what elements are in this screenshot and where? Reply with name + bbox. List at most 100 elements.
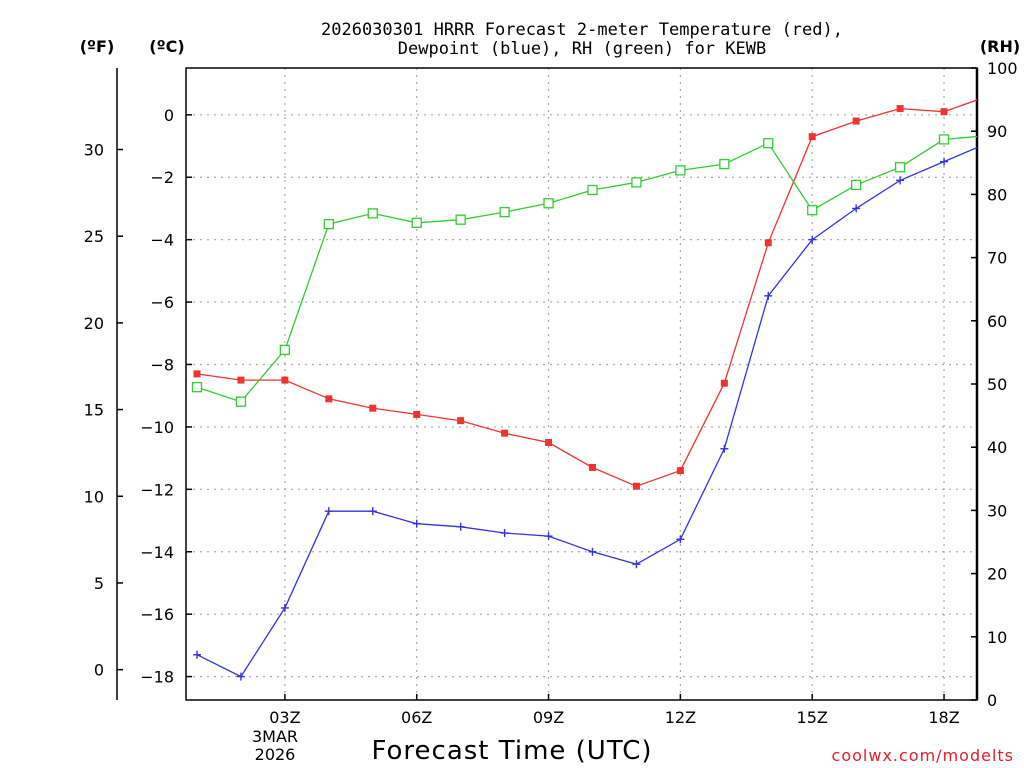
rh-point — [191, 382, 203, 393]
2-meter-temperature-point — [501, 429, 509, 437]
chart-title-line-2: Dewpoint (blue), RH (green) for KEWB — [398, 39, 766, 59]
2-meter-temperature-point — [325, 395, 333, 403]
rh-point — [411, 217, 422, 228]
2-meter-temperature-point — [413, 410, 421, 418]
rh-line — [196, 135, 977, 403]
rh-tick-label: 60 — [987, 312, 1007, 331]
fahrenheit-tick-label: 20 — [84, 314, 104, 333]
rh-point — [279, 344, 291, 356]
celsius-tick-label: −10 — [140, 418, 174, 437]
2-meter-temperature-point — [237, 376, 245, 384]
rh-point — [763, 138, 774, 149]
celsius-tick-label: −6 — [150, 293, 174, 312]
rh-point — [543, 198, 554, 209]
2-meter-temperature-point — [984, 93, 991, 100]
rh-point — [719, 158, 730, 170]
rh-tick-label: 90 — [987, 122, 1007, 141]
celsius-tick-label: −2 — [150, 168, 174, 187]
rh-tick-label: 100 — [987, 59, 1018, 78]
2-meter-temperature-line — [196, 99, 977, 487]
rh-point — [587, 184, 598, 196]
dewpoint-point — [368, 507, 377, 516]
rh-tick-label: 30 — [987, 501, 1007, 520]
chart-title-line-1: 2026030301 HRRR Forecast 2-meter Tempera… — [321, 20, 843, 40]
grid-lines — [186, 68, 977, 700]
dewpoint-point — [940, 157, 949, 166]
dewpoint-point — [896, 176, 905, 185]
2-meter-temperature-point — [764, 239, 772, 247]
dewpoint-point — [236, 672, 245, 681]
fahrenheit-unit-label: (ºF) — [80, 37, 115, 56]
celsius-tick-label: −16 — [140, 605, 174, 624]
rh-tick-label: 40 — [987, 438, 1007, 457]
rh-tick-label: 20 — [987, 565, 1007, 584]
2-meter-temperature-point — [940, 108, 948, 116]
rh-point — [235, 396, 247, 407]
fahrenheit-tick-label: 10 — [84, 487, 104, 506]
fahrenheit-tick-label: 25 — [84, 227, 104, 246]
2-meter-temperature-point — [457, 417, 465, 425]
2-meter-temperature-point — [720, 379, 728, 387]
x-tick-label: 18Z — [928, 708, 959, 727]
2-meter-temperature-point — [808, 133, 816, 141]
source-credit: coolwx.com/modelts — [832, 746, 1014, 765]
dewpoint-point — [808, 235, 817, 244]
dewpoint-point — [852, 204, 861, 213]
dewpoint-line — [196, 146, 977, 678]
dewpoint-point — [192, 650, 201, 659]
celsius-unit-label: (ºC) — [149, 37, 184, 56]
2-meter-temperature-point — [545, 439, 553, 447]
2-meter-temperature-point — [852, 117, 860, 125]
dewpoint-point — [632, 560, 641, 569]
dewpoint-point — [500, 529, 509, 538]
rh-tick-label: 80 — [987, 185, 1007, 204]
date-label-day: 3MAR — [252, 727, 298, 746]
x-tick-label: 15Z — [797, 708, 828, 727]
rh-point — [455, 214, 466, 225]
2-meter-temperature-point — [193, 370, 201, 378]
2-meter-temperature-point — [588, 463, 596, 471]
rh-point — [807, 205, 818, 216]
celsius-tick-label: 0 — [164, 106, 174, 125]
rh-point — [367, 208, 378, 219]
celsius-tick-label: −12 — [140, 480, 174, 499]
dewpoint-point — [676, 535, 685, 544]
dewpoint-point — [324, 507, 333, 516]
rh-tick-label: 10 — [987, 628, 1007, 647]
rh-point — [631, 177, 642, 188]
rh-point — [675, 165, 686, 176]
series-clip-group — [191, 93, 991, 681]
rh-point — [499, 206, 510, 218]
dewpoint-point — [588, 547, 597, 556]
rh-point — [851, 179, 862, 191]
2-meter-temperature-point — [676, 467, 684, 475]
2-meter-temperature-point — [281, 376, 289, 384]
x-tick-label: 03Z — [269, 708, 300, 727]
dewpoint-point — [456, 522, 465, 531]
data-series — [191, 93, 991, 681]
2-meter-temperature-point — [369, 404, 377, 412]
2-meter-temperature-point — [896, 105, 904, 113]
x-tick-label: 09Z — [533, 708, 564, 727]
x-tick-label: 12Z — [665, 708, 696, 727]
dewpoint-point — [544, 532, 553, 541]
date-label-year: 2026 — [255, 745, 296, 764]
celsius-tick-label: −14 — [140, 543, 174, 562]
x-axis-title: Forecast Time (UTC) — [371, 736, 652, 766]
fahrenheit-tick-label: 30 — [84, 140, 104, 159]
tick-labels: 0 −2 −4 −6 −8 −10 −12 −14 −16 −18 0 5 10 15 20 25 30 0 10 2… — [84, 59, 1018, 727]
dewpoint-point — [764, 291, 773, 300]
dewpoint-point — [280, 603, 289, 612]
rh-unit-label: (RH) — [980, 37, 1020, 56]
rh-tick-label: 50 — [987, 375, 1007, 394]
dewpoint-point — [412, 519, 421, 528]
rh-tick-label: 0 — [987, 691, 997, 710]
celsius-tick-label: −18 — [140, 668, 174, 687]
celsius-tick-label: −4 — [150, 231, 174, 250]
rh-point — [323, 218, 334, 230]
celsius-tick-label: −8 — [150, 355, 174, 374]
rh-tick-label: 70 — [987, 249, 1007, 268]
rh-point — [894, 162, 906, 173]
axes — [116, 67, 979, 701]
